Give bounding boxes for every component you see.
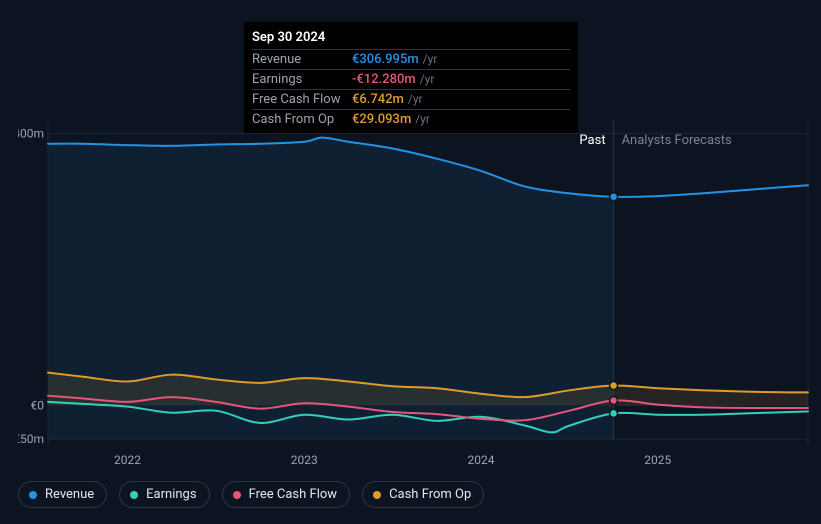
chart-tooltip: Sep 30 2024 Revenue€306.995m/yrEarnings-… xyxy=(244,22,578,133)
x-axis-tick-label: 2024 xyxy=(468,453,495,467)
legend-label: Cash From Op xyxy=(389,487,471,502)
y-axis-tick-label: €400m xyxy=(18,127,44,141)
tooltip-row: Revenue€306.995m/yr xyxy=(252,50,570,70)
tooltip-metric-value: €29.093m xyxy=(352,112,411,127)
tooltip-metric-unit: /yr xyxy=(420,72,435,86)
tooltip-metric-unit: /yr xyxy=(415,112,430,126)
x-axis-tick-label: 2022 xyxy=(114,453,141,467)
legend-item-cash_from_op[interactable]: Cash From Op xyxy=(362,481,484,508)
y-axis-tick-label: €0 xyxy=(31,398,45,412)
tooltip-metric-label: Earnings xyxy=(252,72,352,87)
legend-dot-icon xyxy=(29,491,37,499)
cursor-marker-free_cash_flow xyxy=(610,396,618,404)
tooltip-row: Cash From Op€29.093m/yr xyxy=(252,110,570,129)
legend-label: Earnings xyxy=(146,487,196,502)
tooltip-metric-value: €6.742m xyxy=(352,92,404,107)
tooltip-metric-label: Free Cash Flow xyxy=(252,92,352,107)
y-axis-tick-label: -€50m xyxy=(18,432,44,446)
tooltip-row: Earnings-€12.280m/yr xyxy=(252,70,570,90)
tooltip-row: Free Cash Flow€6.742m/yr xyxy=(252,90,570,110)
cursor-marker-cash_from_op xyxy=(610,382,618,390)
cursor-marker-revenue xyxy=(610,193,618,201)
legend-item-earnings[interactable]: Earnings xyxy=(119,481,209,508)
legend-dot-icon xyxy=(373,491,381,499)
forecast-label: Analysts Forecasts xyxy=(622,133,732,148)
legend-item-free_cash_flow[interactable]: Free Cash Flow xyxy=(222,481,350,508)
tooltip-metric-label: Revenue xyxy=(252,52,352,67)
tooltip-metric-unit: /yr xyxy=(408,92,423,106)
tooltip-metric-value: -€12.280m xyxy=(352,72,416,87)
legend-dot-icon xyxy=(130,491,138,499)
legend-item-revenue[interactable]: Revenue xyxy=(18,481,107,508)
legend-label: Revenue xyxy=(45,487,94,502)
cursor-marker-earnings xyxy=(610,409,618,417)
tooltip-metric-label: Cash From Op xyxy=(252,112,352,127)
x-axis-tick-label: 2023 xyxy=(291,453,318,467)
past-label: Past xyxy=(579,133,605,148)
tooltip-date: Sep 30 2024 xyxy=(252,28,570,50)
chart-legend: Revenue Earnings Free Cash Flow Cash From O… xyxy=(18,481,484,508)
legend-dot-icon xyxy=(233,491,241,499)
financials-chart: €400m€0-€50mPastAnalysts Forecasts202220… xyxy=(18,120,812,460)
tooltip-metric-unit: /yr xyxy=(423,52,438,66)
tooltip-metric-value: €306.995m xyxy=(352,52,419,67)
legend-label: Free Cash Flow xyxy=(249,487,337,502)
x-axis-tick-label: 2025 xyxy=(644,453,671,467)
